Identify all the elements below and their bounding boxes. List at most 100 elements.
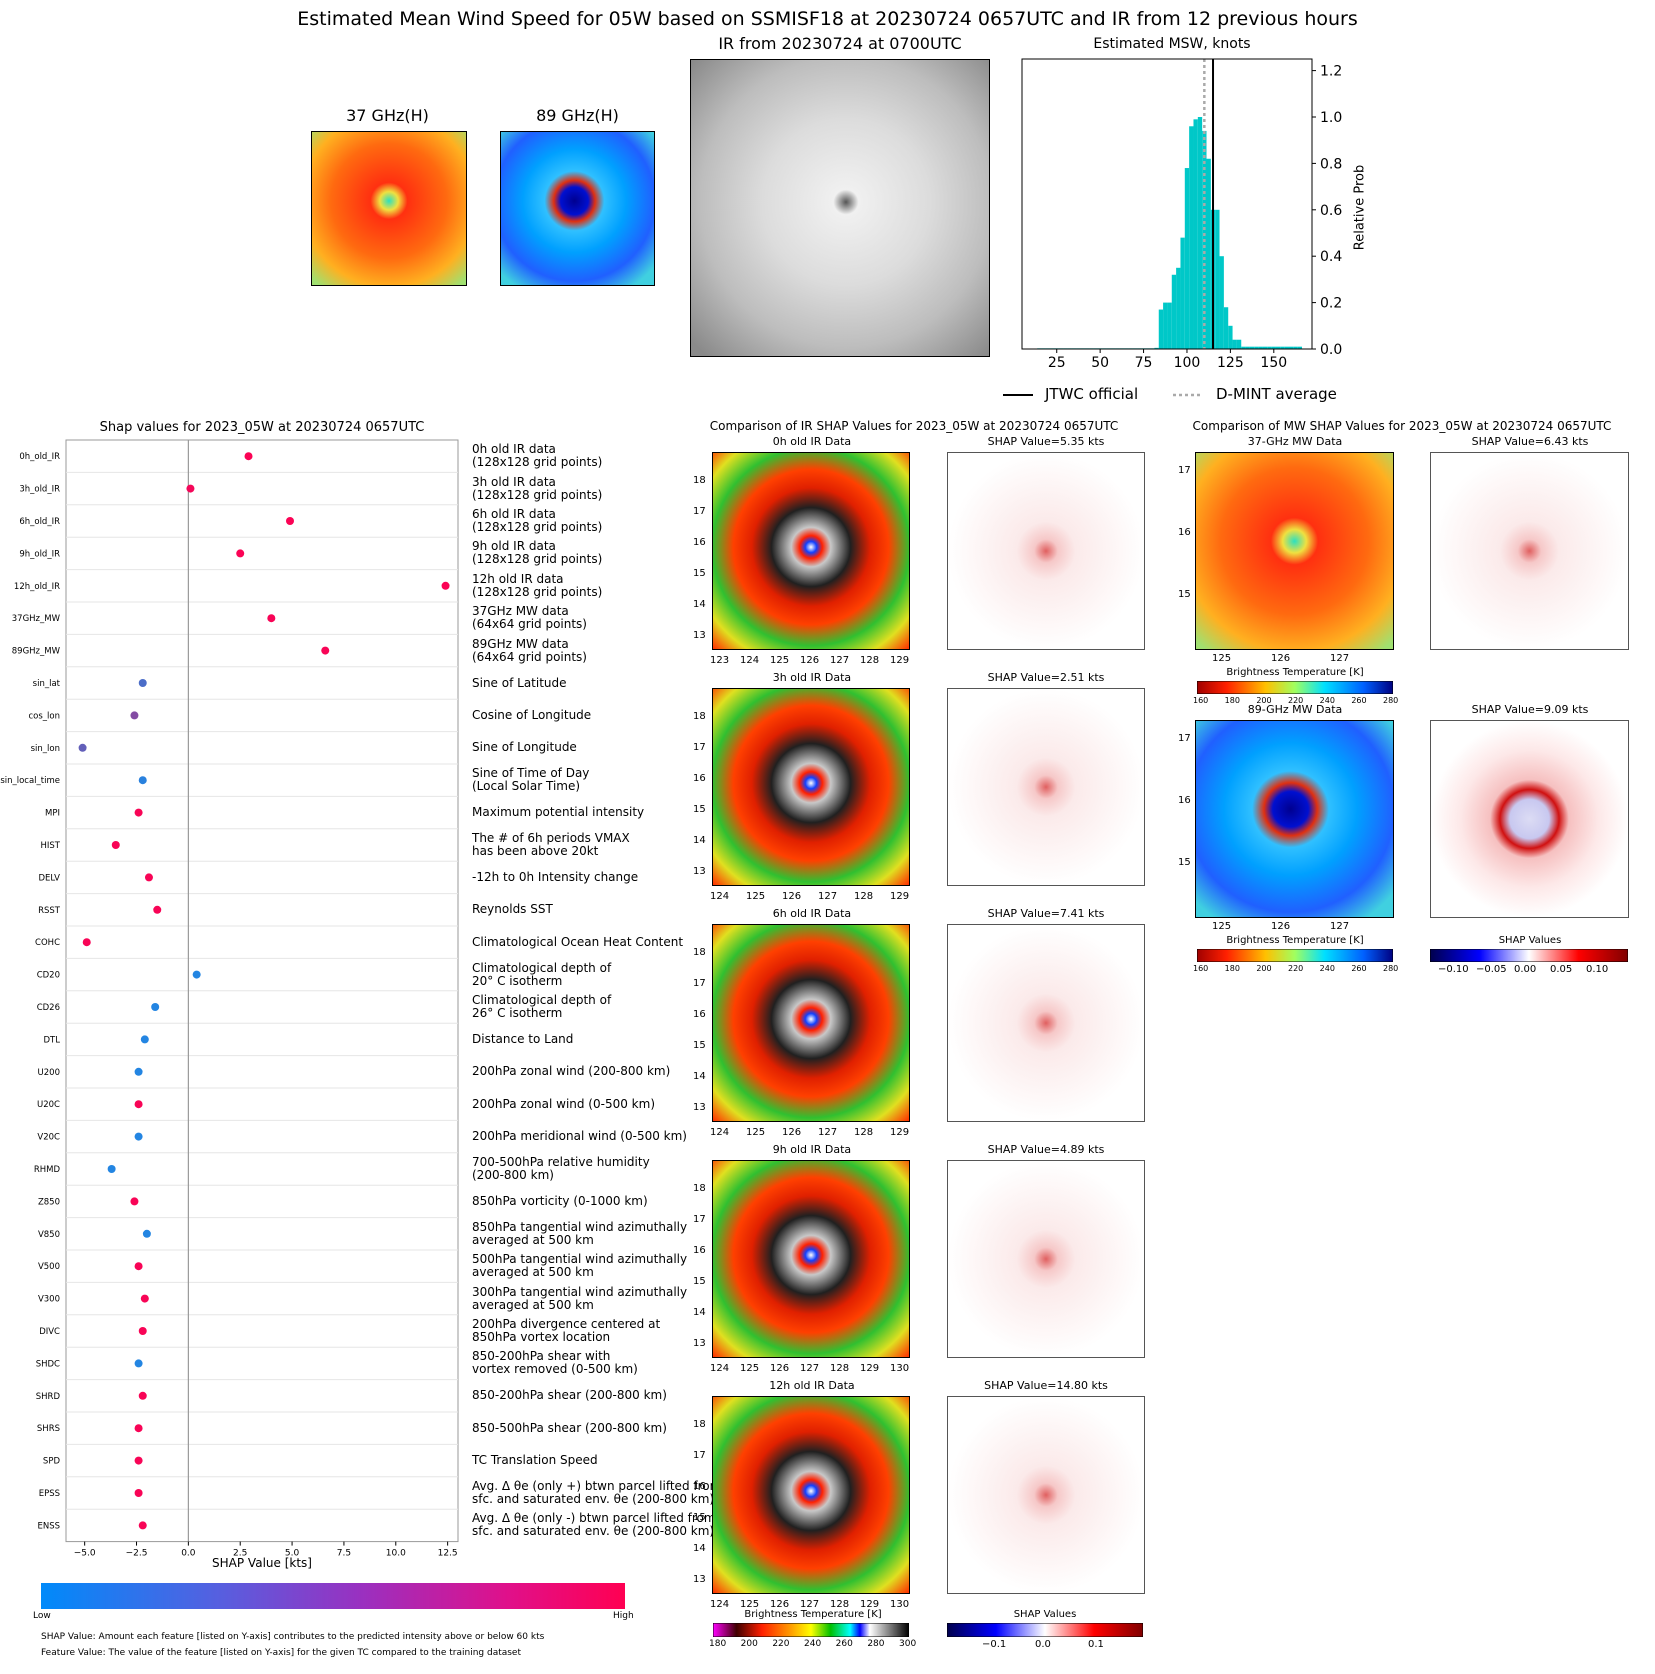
mw-ytick-label: 15 (1178, 589, 1191, 600)
hist-bar (1219, 256, 1224, 349)
shap-feature-desc: Sine of Time of Day (Local Solar Time) (472, 766, 590, 794)
mw-bt-tick: 160 (1193, 964, 1209, 973)
shap-feature-code: V20C (37, 1133, 60, 1143)
hist-ytick-label: 0.8 (1320, 156, 1342, 172)
mw-bt-tick: 280 (1383, 964, 1399, 973)
shap-feature-code: cos_lon (28, 711, 60, 721)
shap-feature-desc: Avg. Δ θe (only -) btwn parcel lifted fr… (472, 1511, 716, 1539)
shap-point (286, 517, 294, 525)
ir-data-title: 9h old IR Data (772, 1143, 852, 1156)
shap-feature-code: SHDC (36, 1359, 60, 1369)
legend-jtwc-line (1003, 394, 1033, 396)
shap-feature-desc: 200hPa zonal wind (200-800 km) (472, 1064, 671, 1079)
ir-data-title: 3h old IR Data (772, 671, 852, 684)
ir-xtick-label: 125 (740, 1599, 760, 1610)
ir-xtick-label: 126 (770, 1599, 790, 1610)
shap-feature-desc: 6h old IR data (128x128 grid points) (472, 507, 603, 534)
shap-feature-desc: TC Translation Speed (472, 1453, 598, 1468)
shap-feature-desc: Sine of Latitude (472, 675, 567, 690)
mw-data-title: 37-GHz MW Data (1247, 435, 1343, 448)
ir-ytick-label: 14 (693, 599, 706, 610)
ir-shap-tick: −0.1 (982, 1639, 1007, 1650)
shap-xtick-label: 10.0 (386, 1549, 406, 1559)
mw-shap-tick: 0.05 (1550, 964, 1573, 975)
ir-bt-tick: 300 (899, 1639, 917, 1649)
shap-feature-code: EPSS (39, 1489, 60, 1499)
mw-xtick-label: 127 (1330, 653, 1350, 664)
shap-feature-desc: 89GHz MW data (64x64 grid points) (472, 636, 587, 664)
ir-shap-title: SHAP Value=4.89 kts (987, 1143, 1105, 1156)
ir-ytick-label: 16 (693, 537, 706, 548)
ir-ytick-label: 13 (693, 1102, 706, 1113)
ir-image (690, 59, 990, 357)
mw-bt-tick: 280 (1383, 696, 1399, 705)
ir-xtick-label: 125 (746, 891, 766, 902)
ir-xtick-label: 128 (860, 655, 880, 666)
ir-bt-label: Brightness Temperature [K] (744, 1609, 882, 1620)
ir-ytick-label: 14 (693, 835, 706, 846)
shap-point (151, 1003, 160, 1011)
mw-bt-ticks-2: 160 180 200 220 240 260 280 (1193, 964, 1398, 976)
hist-ytick-label: 1.2 (1320, 64, 1342, 80)
mw-bt-tick: 220 (1288, 964, 1304, 973)
mw-bt-tick: 240 (1319, 696, 1335, 705)
mw-ytick-label: 17 (1178, 465, 1191, 476)
ir-xtick-label: 125 (740, 1363, 760, 1374)
shap-feature-code: 0h_old_IR (19, 452, 60, 462)
mw-ytick-label: 16 (1178, 527, 1191, 538)
shap-feature-desc: Climatological depth of 26° C isotherm (472, 993, 612, 1020)
ir-xtick-label: 127 (830, 655, 850, 666)
shap-feature-code: 6h_old_IR (19, 517, 60, 527)
ir-ytick-label: 18 (693, 947, 706, 958)
hist-bar (1223, 307, 1229, 349)
mw89-title: 89 GHz(H) (536, 106, 619, 125)
ir-ytick-label: 16 (693, 1009, 706, 1020)
hist-bar (1236, 339, 1242, 349)
ir-xtick-label: 126 (800, 655, 820, 666)
shap-point (192, 970, 201, 979)
mw-shap-tick: 0.10 (1586, 964, 1609, 975)
ir-shap-tick: 0.1 (1088, 1639, 1104, 1650)
shap-feature-desc: 850-200hPa shear (200-800 km) (472, 1388, 667, 1403)
shap-feature-code: SPD (43, 1457, 61, 1467)
shap-point (107, 1165, 116, 1173)
mw-shap-image (1430, 452, 1629, 650)
mw-xtick-label: 125 (1212, 921, 1232, 932)
mw-data-title: 89-GHz MW Data (1247, 703, 1343, 716)
mw-bt-tick: 180 (1224, 964, 1240, 973)
ir-comparison-grid: 0h old IR Data SHAP Value=5.35 kts 18 17 16 1… (0, 0, 1145, 1610)
shap-xtick-label: 0.0 (181, 1549, 196, 1559)
hist-bar (1262, 346, 1268, 349)
ir-xtick-label: 126 (782, 891, 802, 902)
shap-feature-code: V850 (38, 1230, 60, 1240)
ir-bt-tick: 240 (804, 1639, 822, 1649)
ir-xtick-label: 127 (818, 891, 838, 902)
msw-histogram: 25 50 75 100 125 150 0.0 0.2 0.4 0.6 0.8 1.0 1.2 (1021, 58, 1342, 371)
mw-shap-tick: −0.05 (1476, 964, 1507, 975)
ir-xtick-label: 125 (770, 655, 790, 666)
hist-bar (1176, 267, 1181, 349)
shap-point (78, 743, 87, 752)
ir-comparison-title: Comparison of IR SHAP Values for 2023_05… (709, 419, 1119, 433)
hist-bar (1258, 346, 1263, 349)
mw-shap-label: SHAP Values (1498, 935, 1562, 946)
shap-feature-desc: 0h old IR data (128x128 grid points) (472, 442, 603, 470)
shap-feature-code: SHRD (36, 1392, 61, 1402)
ir-bt-tick: 280 (867, 1639, 885, 1649)
mw-xtick-label: 127 (1330, 921, 1350, 932)
mw37-title: 37 GHz(H) (346, 106, 429, 125)
mw-bt-tick: 200 (1256, 696, 1272, 705)
ir-ytick-label: 15 (693, 1276, 706, 1287)
shap-xtick-label: −5.0 (74, 1549, 96, 1559)
ir-data-image (712, 924, 910, 1122)
shap-point (134, 1100, 143, 1109)
ir-ytick-label: 17 (693, 1214, 706, 1225)
shap-feature-code: V300 (38, 1295, 60, 1305)
shap-point (138, 1327, 147, 1335)
mw-bt-tick: 220 (1288, 696, 1304, 705)
ir-ytick-label: 17 (693, 978, 706, 989)
ir-data-image (712, 688, 910, 886)
mw-bt-colorbar-2 (1197, 949, 1393, 962)
shap-feature-desc: Climatological depth of 20° C isotherm (472, 960, 612, 988)
hist-xtick-label: 100 (1174, 355, 1201, 371)
